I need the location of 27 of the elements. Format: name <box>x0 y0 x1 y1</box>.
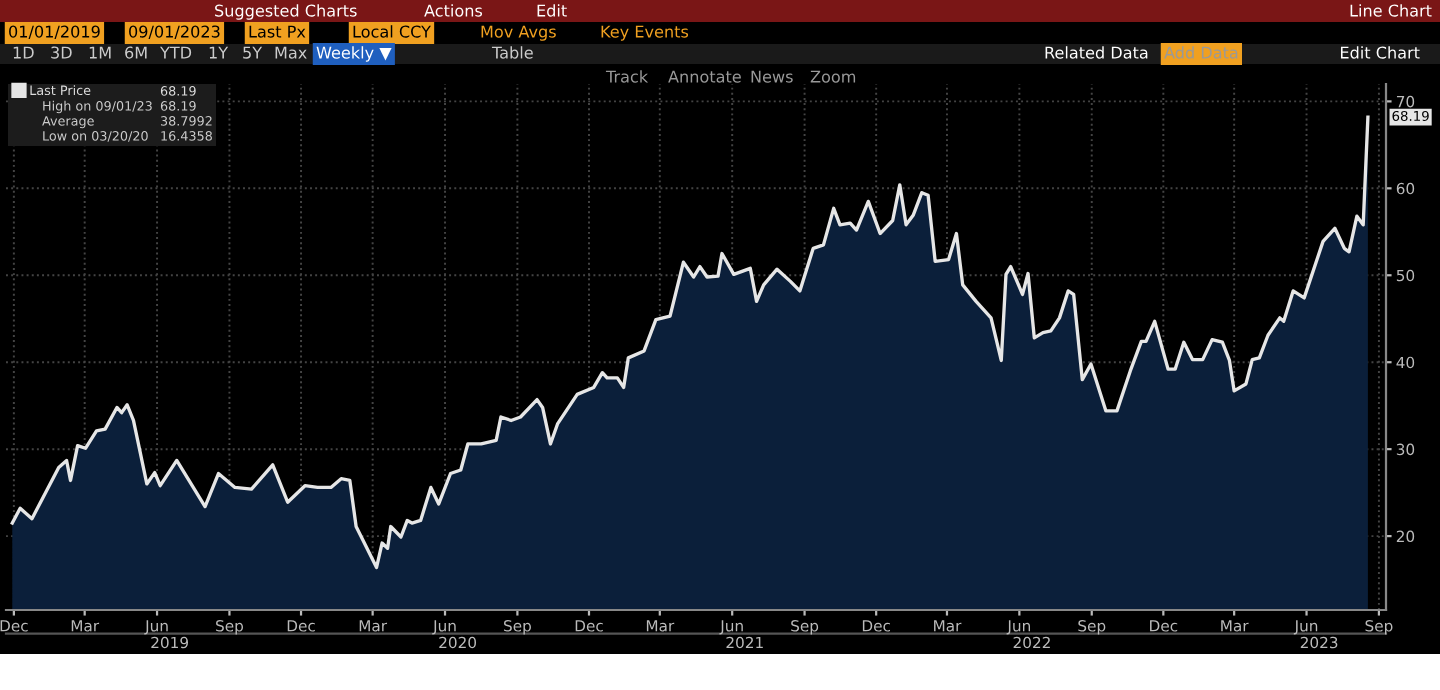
text: 1Y <box>209 46 229 59</box>
text: Table <box>491 46 533 59</box>
text: Edit Chart <box>1340 46 1420 59</box>
text: Mov Avgs <box>481 25 556 41</box>
text: Add Data <box>1164 46 1238 59</box>
text: Annotate <box>668 70 741 83</box>
text: Edit <box>537 4 567 17</box>
text: 09/01/2023 <box>129 25 220 39</box>
text: Max <box>275 46 307 59</box>
text: Weekly ▼ <box>316 46 392 62</box>
text: 5Y <box>243 46 263 59</box>
text: Related Data <box>1045 46 1148 59</box>
text: Local CCY <box>353 25 431 38</box>
text: Zoom <box>810 70 856 83</box>
text: 6M <box>125 46 147 59</box>
text: 1D <box>13 46 34 59</box>
text: Last Px <box>249 25 306 38</box>
text: Line Chart <box>1350 4 1432 17</box>
text: Key Events <box>601 25 689 41</box>
text: 3D <box>51 46 72 59</box>
text: Actions <box>424 4 483 17</box>
text: 1M <box>89 46 111 59</box>
text: YTD <box>159 46 192 59</box>
text: 01/01/2019 <box>9 25 100 39</box>
text: Suggested Charts <box>215 4 357 20</box>
text: Track <box>605 70 649 83</box>
text: News <box>751 70 793 83</box>
